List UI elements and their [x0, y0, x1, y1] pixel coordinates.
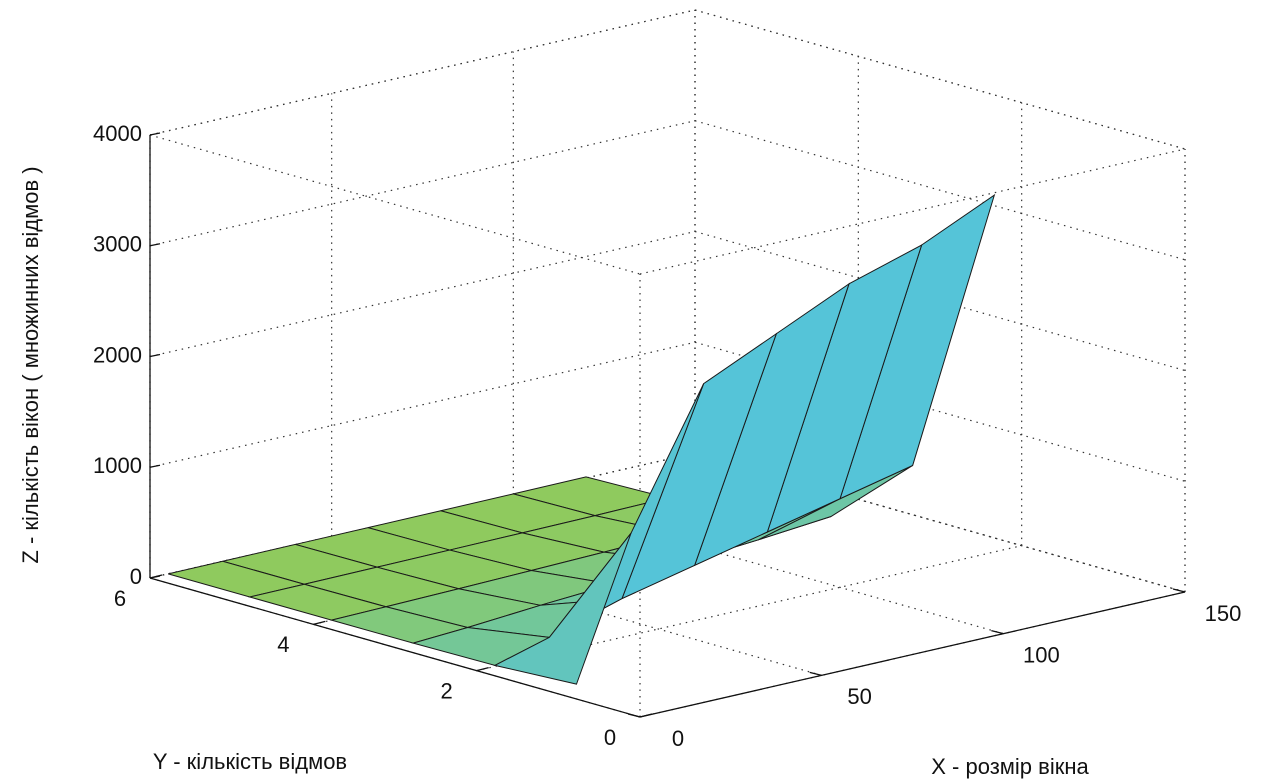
x-tick-label: 0: [672, 726, 684, 751]
grid-line: [694, 9, 1186, 150]
y-tick-label: 2: [441, 678, 453, 703]
x-tick: [991, 630, 1004, 635]
grid-line: [149, 230, 696, 358]
box-edge: [639, 148, 1186, 275]
z-tick: [149, 353, 161, 358]
grid-line: [149, 9, 696, 136]
x-tick-label: 50: [847, 684, 871, 709]
z-tick-label: 1000: [93, 453, 142, 478]
y-tick: [313, 620, 326, 625]
grid-line: [694, 120, 1186, 261]
z-tick-label: 3000: [93, 232, 142, 257]
grid-line: [476, 545, 1022, 672]
y-axis: [149, 577, 641, 718]
y-tick: [149, 574, 163, 579]
x-axis-label: X - розмір вікна: [931, 754, 1089, 779]
x-tick: [1172, 588, 1186, 593]
y-tick-label: 6: [114, 586, 126, 611]
y-tick: [639, 713, 653, 718]
z-tick-label: 0: [130, 564, 142, 589]
y-axis-label: Y - кількість відмов: [153, 749, 347, 774]
x-tick-label: 100: [1023, 642, 1060, 667]
grid-line: [513, 494, 1004, 635]
surface: [168, 193, 996, 685]
z-tick: [149, 132, 161, 136]
y-tick-label: 4: [277, 632, 289, 657]
y-tick: [476, 667, 489, 672]
grid-line: [149, 341, 696, 468]
z-tick: [149, 243, 161, 247]
z-tick-label: 4000: [93, 121, 142, 146]
x-tick-label: 150: [1205, 601, 1242, 626]
y-tick-label: 0: [604, 725, 616, 750]
surface-face: [493, 532, 632, 685]
x-tick: [809, 671, 822, 676]
z-axis-label: Z - кількість вікон ( множинних відмов ): [18, 166, 43, 563]
grid-line: [149, 120, 696, 247]
box-edge: [149, 134, 641, 275]
x-axis: [639, 591, 1186, 718]
z-tick: [149, 464, 161, 468]
z-tick-label: 2000: [93, 342, 142, 367]
x-tick: [627, 713, 641, 718]
